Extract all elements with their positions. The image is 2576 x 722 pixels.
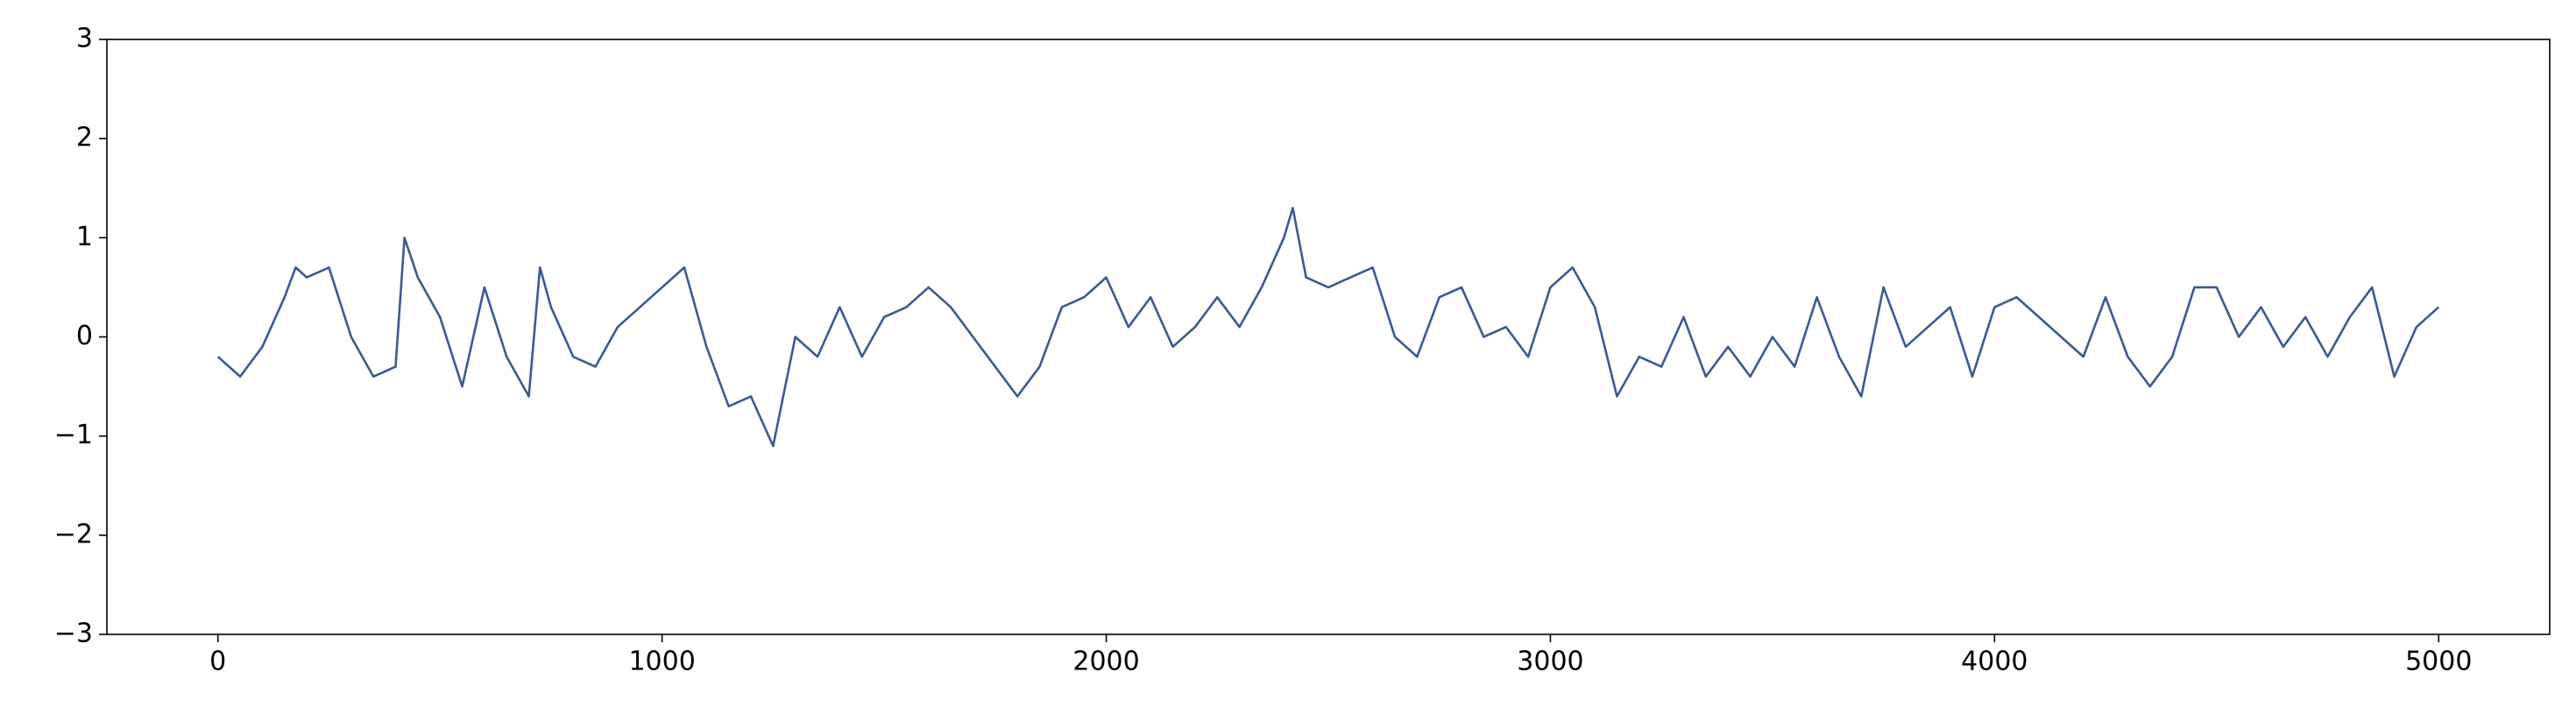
- x-tick-label: 5000: [2405, 647, 2472, 677]
- plot-frame: [106, 39, 2551, 635]
- y-tick-label: 2: [76, 123, 93, 153]
- y-tick-label: 3: [76, 24, 93, 54]
- y-tick-label: −1: [54, 420, 93, 450]
- x-tick-label: 4000: [1961, 647, 2028, 677]
- x-tick-label: 2000: [1072, 647, 1139, 677]
- x-tick-label: 1000: [628, 647, 695, 677]
- y-tick-label: −2: [54, 519, 93, 549]
- x-tick-label: 3000: [1517, 647, 1583, 677]
- y-tick-label: −3: [54, 619, 93, 649]
- y-tick-label: 1: [76, 222, 93, 252]
- y-tick-label: 0: [76, 321, 93, 351]
- data-line: [216, 207, 2440, 448]
- x-tick-label: 0: [209, 647, 226, 677]
